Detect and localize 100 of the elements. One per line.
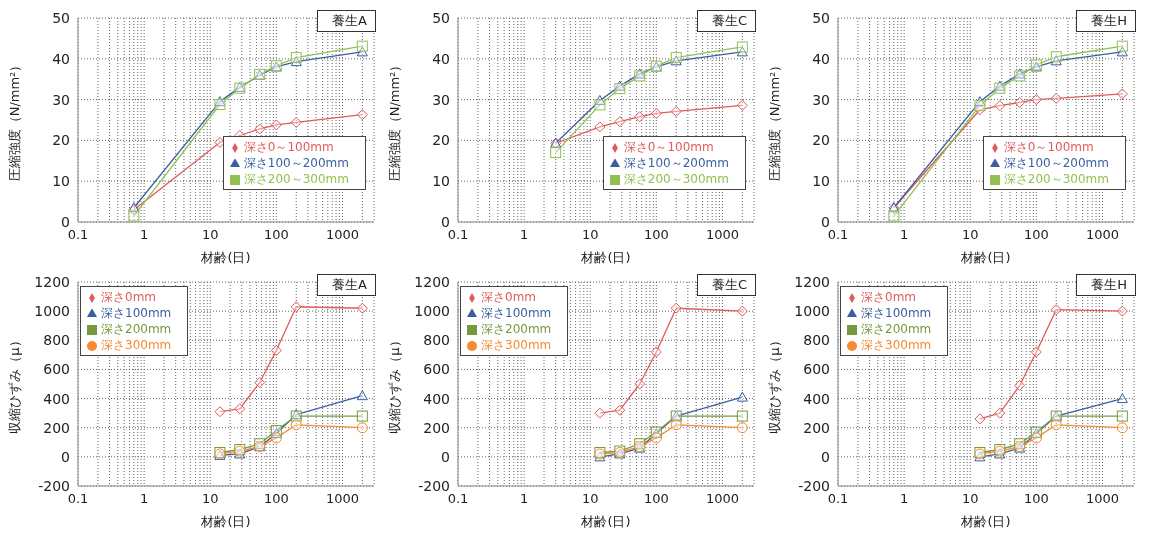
legend-label: 深さ200～300mm [1003, 172, 1109, 186]
annotation: 養生H [1076, 274, 1136, 296]
x-axis-title: 材齢(日) [200, 514, 251, 529]
y-tick-label: 0 [441, 448, 450, 465]
legend-label: 深さ200～300mm [623, 172, 729, 186]
y-tick-label: 800 [423, 332, 450, 349]
y-tick-label: 800 [43, 332, 70, 349]
x-tick-label: 100 [263, 491, 289, 507]
x-axis-title: 材齢(日) [580, 250, 631, 265]
x-tick-label: 1000 [705, 227, 739, 243]
y-axis-title: 収縮ひずみ（μ） [386, 334, 402, 434]
y-tick-label: 40 [432, 50, 450, 67]
x-tick-label: 10 [961, 491, 979, 507]
x-tick-label: 1000 [705, 491, 739, 507]
x-tick-label: 100 [263, 227, 289, 243]
x-tick-label: 0.1 [67, 227, 89, 243]
y-tick-label: -200 [38, 477, 70, 494]
y-tick-label: -200 [418, 477, 450, 494]
y-axis-title: 収縮ひずみ（μ） [766, 334, 782, 434]
y-tick-label: 200 [43, 419, 70, 436]
y-tick-label: 50 [432, 9, 450, 26]
x-tick-label: 1 [519, 227, 529, 243]
y-axis-title: 圧縮強度（N/mm²） [766, 58, 782, 182]
annotation: 養生A [317, 274, 376, 296]
annotation: 養生C [696, 10, 756, 32]
y-tick-label: 40 [52, 50, 70, 67]
y-tick-label: 600 [423, 361, 450, 378]
y-tick-label: 1200 [414, 273, 450, 290]
y-tick-label: 1000 [34, 303, 70, 320]
y-tick-label: 200 [423, 419, 450, 436]
y-tick-label: 0 [441, 213, 450, 230]
y-tick-label: 30 [812, 91, 830, 108]
y-tick-label: 400 [43, 390, 70, 407]
x-tick-label: 10 [201, 227, 219, 243]
x-tick-label: 1 [519, 491, 529, 507]
y-tick-label: 10 [812, 173, 830, 190]
x-axis-title: 材齢(日) [960, 250, 1011, 265]
x-tick-label: 1000 [1085, 491, 1119, 507]
x-tick-label: 100 [1023, 227, 1049, 243]
y-tick-label: 20 [812, 132, 830, 149]
y-axis-title: 圧縮強度（N/mm²） [386, 58, 402, 182]
x-tick-label: 10 [581, 227, 599, 243]
annotation: 養生A [317, 10, 376, 32]
y-tick-label: 0 [61, 213, 70, 230]
legend-label: 深さ300mm [861, 338, 932, 352]
x-tick-label: 0.1 [67, 491, 89, 507]
y-tick-label: 10 [432, 173, 450, 190]
x-tick-label: 0.1 [447, 227, 469, 243]
x-tick-label: 10 [961, 227, 979, 243]
y-tick-label: 20 [432, 132, 450, 149]
annotation: 養生H [1076, 10, 1136, 32]
y-tick-label: 30 [432, 91, 450, 108]
y-axis-title: 圧縮強度（N/mm²） [6, 58, 22, 182]
legend-label: 深さ100mm [861, 306, 932, 320]
y-tick-label: 50 [52, 9, 70, 26]
legend-label: 深さ200～300mm [243, 172, 349, 186]
x-tick-label: 1 [899, 227, 909, 243]
y-tick-label: 1000 [794, 303, 830, 320]
legend-label: 深さ0mm [101, 290, 157, 304]
x-tick-label: 1 [139, 491, 149, 507]
y-tick-label: 200 [803, 419, 830, 436]
y-tick-label: 0 [821, 448, 830, 465]
annotation: 養生C [696, 274, 756, 296]
x-axis-title: 材齢(日) [960, 514, 1011, 529]
legend-label: 深さ0～100mm [1003, 140, 1094, 154]
legend-label: 深さ0mm [481, 290, 537, 304]
y-tick-label: 600 [803, 361, 830, 378]
x-tick-label: 1000 [1085, 227, 1119, 243]
legend-label: 深さ100～200mm [1003, 156, 1109, 170]
y-tick-label: 20 [52, 132, 70, 149]
legend-label: 深さ0mm [861, 290, 917, 304]
x-axis-title: 材齢(日) [200, 250, 251, 265]
y-tick-label: 600 [43, 361, 70, 378]
x-tick-label: 1 [139, 227, 149, 243]
y-tick-label: 400 [803, 390, 830, 407]
x-tick-label: 10 [201, 491, 219, 507]
legend-label: 深さ0～100mm [243, 140, 334, 154]
x-tick-label: 0.1 [827, 491, 849, 507]
y-tick-label: 1000 [414, 303, 450, 320]
x-tick-label: 1000 [325, 227, 359, 243]
x-tick-label: 100 [1023, 491, 1049, 507]
y-axis-title: 収縮ひずみ（μ） [6, 334, 22, 434]
legend-label: 深さ200mm [101, 322, 172, 336]
legend-label: 深さ200mm [861, 322, 932, 336]
x-tick-label: 1 [899, 491, 909, 507]
x-tick-label: 0.1 [447, 491, 469, 507]
x-tick-label: 1000 [325, 491, 359, 507]
y-tick-label: 400 [423, 390, 450, 407]
x-tick-label: 100 [643, 491, 669, 507]
y-tick-label: 1200 [34, 273, 70, 290]
x-tick-label: 10 [581, 491, 599, 507]
y-tick-label: 0 [61, 448, 70, 465]
y-tick-label: 50 [812, 9, 830, 26]
x-tick-label: 0.1 [827, 227, 849, 243]
y-tick-label: -200 [798, 477, 830, 494]
y-tick-label: 1200 [794, 273, 830, 290]
legend-label: 深さ100～200mm [243, 156, 349, 170]
y-tick-label: 40 [812, 50, 830, 67]
legend-label: 深さ100mm [101, 306, 172, 320]
legend-label: 深さ100～200mm [623, 156, 729, 170]
